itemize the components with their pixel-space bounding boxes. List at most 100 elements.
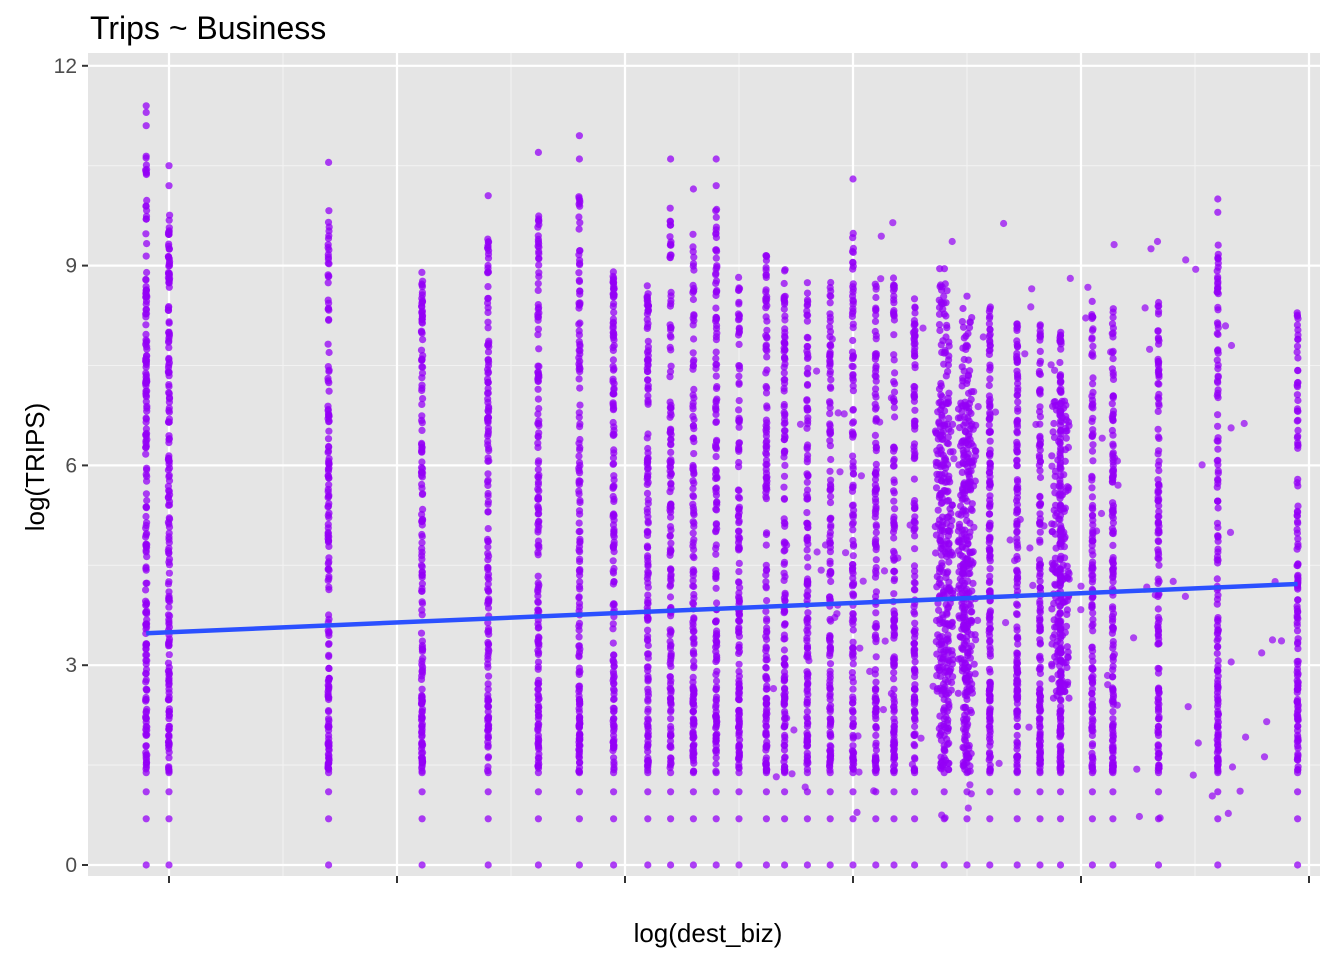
data-point xyxy=(142,512,150,521)
data-point xyxy=(1036,815,1044,823)
data-point xyxy=(484,369,492,377)
data-point xyxy=(827,376,835,384)
data-point xyxy=(910,730,918,739)
data-point xyxy=(690,450,698,458)
data-point xyxy=(938,545,946,553)
data-point xyxy=(1036,569,1044,578)
data-point xyxy=(713,599,721,607)
data-point xyxy=(143,579,151,587)
data-point xyxy=(945,545,953,554)
data-point xyxy=(1154,788,1163,796)
data-point xyxy=(1013,417,1022,425)
data-point xyxy=(803,815,812,823)
data-point xyxy=(644,583,652,591)
data-point xyxy=(690,720,698,728)
data-point xyxy=(667,732,675,740)
data-point xyxy=(713,262,721,270)
data-point xyxy=(609,346,618,354)
data-point xyxy=(1036,359,1044,367)
data-point xyxy=(944,527,952,535)
data-point xyxy=(644,528,652,536)
data-point xyxy=(644,691,653,699)
data-point xyxy=(418,426,426,434)
data-point xyxy=(666,398,674,406)
data-point xyxy=(962,402,970,410)
data-point xyxy=(911,579,919,587)
data-point xyxy=(891,615,899,623)
data-point xyxy=(143,268,151,277)
data-point xyxy=(666,545,675,553)
data-point xyxy=(644,496,652,504)
data-point xyxy=(1013,610,1021,618)
data-point xyxy=(872,521,880,529)
data-point xyxy=(849,574,857,582)
data-point xyxy=(910,390,918,398)
data-point xyxy=(1013,462,1021,470)
data-point xyxy=(712,677,721,685)
data-point xyxy=(872,529,880,537)
data-point xyxy=(849,371,857,379)
data-point xyxy=(576,357,584,365)
data-point xyxy=(609,268,618,276)
data-point xyxy=(942,312,950,320)
data-point xyxy=(849,861,857,869)
data-point xyxy=(575,519,583,527)
data-point xyxy=(418,355,426,363)
data-point xyxy=(575,409,583,417)
data-point xyxy=(142,861,150,869)
data-point xyxy=(644,384,652,392)
data-point xyxy=(1088,740,1097,748)
data-point xyxy=(942,574,950,582)
data-point xyxy=(803,713,811,721)
data-point xyxy=(712,760,720,768)
data-point xyxy=(418,291,426,299)
data-point xyxy=(940,265,949,273)
data-point xyxy=(1036,788,1044,796)
data-point xyxy=(934,435,942,443)
data-point xyxy=(890,728,898,736)
data-point xyxy=(325,759,333,767)
data-point xyxy=(890,331,898,339)
data-point xyxy=(849,638,857,646)
data-point xyxy=(666,368,675,376)
data-point xyxy=(643,282,651,290)
data-point xyxy=(712,372,720,380)
data-point xyxy=(712,213,720,221)
data-point xyxy=(911,567,919,575)
data-point xyxy=(484,294,492,302)
data-point xyxy=(872,815,880,823)
data-point xyxy=(762,644,771,652)
data-point xyxy=(690,590,698,599)
data-point xyxy=(164,518,172,526)
data-point xyxy=(1088,417,1096,425)
data-point xyxy=(959,304,967,313)
data-point xyxy=(325,387,333,395)
data-point xyxy=(535,676,543,684)
data-point xyxy=(804,680,812,688)
data-point xyxy=(1013,861,1021,869)
data-point xyxy=(827,701,835,710)
data-point xyxy=(644,596,652,604)
data-point xyxy=(689,707,697,715)
data-point xyxy=(609,400,617,408)
data-point xyxy=(610,690,618,698)
data-point xyxy=(1036,493,1044,501)
data-point xyxy=(1013,391,1022,399)
data-point xyxy=(872,724,880,732)
data-point xyxy=(803,495,811,503)
data-point xyxy=(418,480,426,488)
data-point xyxy=(1048,675,1056,683)
data-point xyxy=(165,788,173,796)
data-point xyxy=(142,252,150,260)
data-point xyxy=(324,435,333,443)
data-point xyxy=(986,735,994,743)
data-point xyxy=(986,547,994,555)
data-point xyxy=(826,283,834,292)
data-point xyxy=(1109,662,1117,670)
data-point xyxy=(734,538,743,547)
data-point xyxy=(910,420,919,428)
data-point xyxy=(1089,380,1097,388)
data-point xyxy=(1036,388,1044,396)
data-point xyxy=(575,487,583,495)
data-point xyxy=(1013,745,1021,753)
